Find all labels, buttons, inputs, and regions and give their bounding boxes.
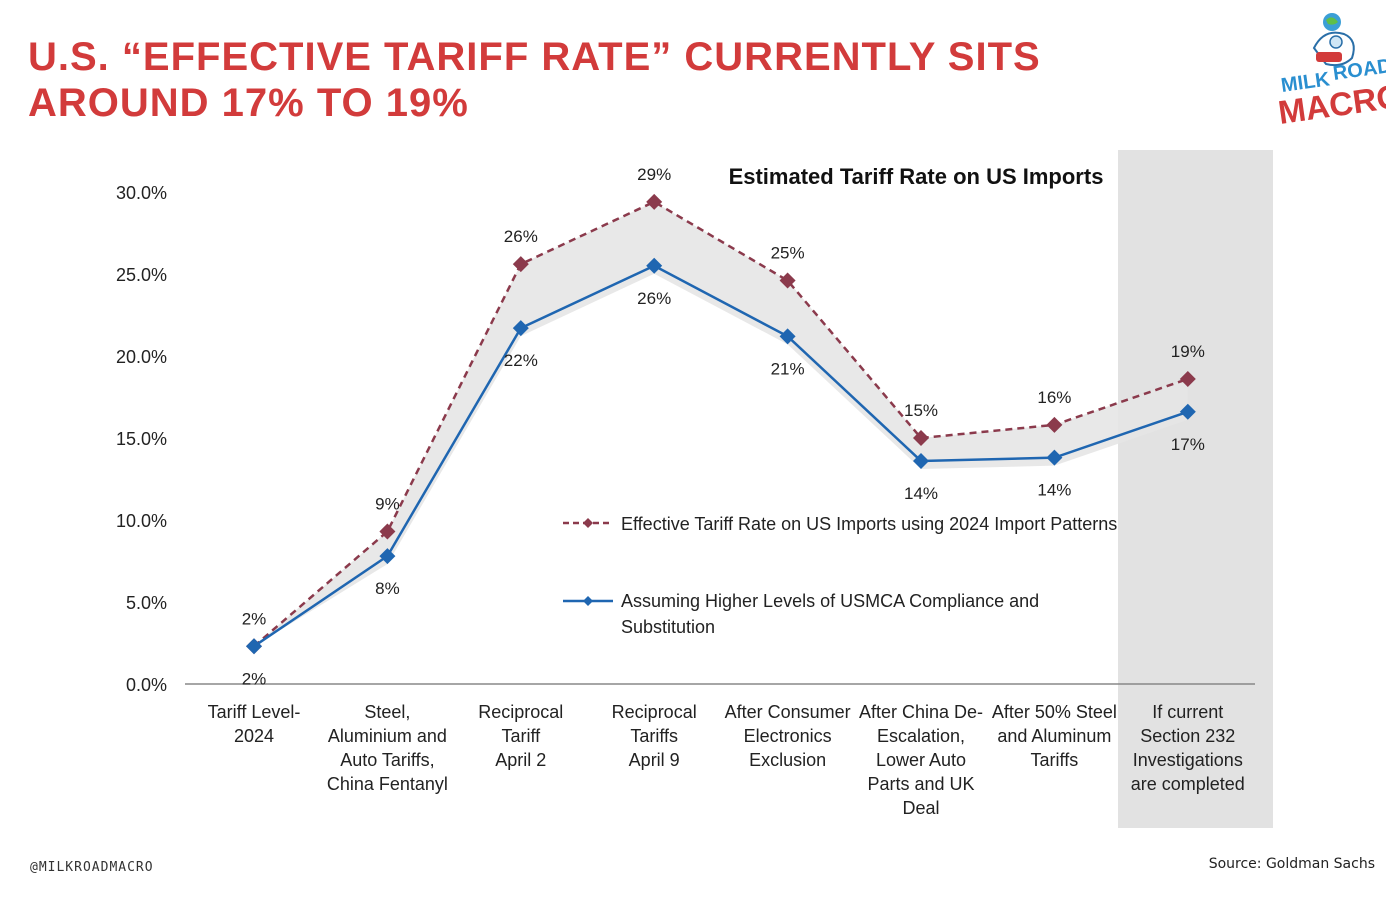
x-category-label: After China De-: [859, 702, 983, 722]
series-usmca-point: [379, 548, 396, 565]
logo-graphic: MILK ROAD MACRO: [1276, 13, 1400, 131]
x-category-label: After 50% Steel: [992, 702, 1117, 722]
series-effective-data-label: 9%: [375, 494, 400, 513]
series-usmca-data-label: 14%: [904, 484, 938, 503]
series-usmca-data-label: 2%: [242, 669, 267, 688]
x-category-label: Exclusion: [749, 750, 826, 770]
legend-usmca-swatch-marker: [583, 596, 593, 606]
x-category-label: Reciprocal: [478, 702, 563, 722]
series-effective-data-label: 16%: [1037, 388, 1071, 407]
series-effective-data-label: 19%: [1171, 342, 1205, 361]
x-category-label: Electronics: [744, 726, 832, 746]
source-note: Source: Goldman Sachs: [1208, 856, 1375, 872]
series-usmca-data-label: 8%: [375, 579, 400, 598]
social-handle: @MILKROADMACRO: [30, 860, 154, 875]
series-effective-point: [1046, 416, 1063, 433]
headline-line-2: AROUND 17% TO 19%: [28, 81, 469, 125]
x-category-label: April 9: [629, 750, 680, 770]
series-effective-point: [646, 193, 663, 210]
projection-shade: [1118, 150, 1273, 828]
x-category-label: Escalation,: [877, 726, 965, 746]
series-usmca-point: [779, 328, 796, 345]
series-effective-point: [512, 256, 529, 273]
x-category-label: Lower Auto: [876, 750, 966, 770]
series-effective-data-label: 25%: [771, 244, 805, 263]
series-effective-data-label: 29%: [637, 165, 671, 184]
series-usmca-data-label: 17%: [1171, 435, 1205, 454]
series-usmca-data-label: 14%: [1037, 481, 1071, 500]
legend-effective-swatch-marker: [583, 518, 593, 528]
series-effective-data-label: 2%: [242, 609, 267, 628]
chart-title: Estimated Tariff Rate on US Imports: [729, 164, 1104, 189]
x-category-label: Auto Tariffs,: [340, 750, 434, 770]
milk-road-macro-logo: MILK ROAD MACRO: [1276, 8, 1400, 132]
legend-usmca-label-line2: Substitution: [621, 617, 715, 637]
tariff-rate-chart: 0.0% 5.0% 10.0% 15.0% 20.0% 25.0% 30.0% Tariff …: [116, 150, 1273, 828]
x-category-label: Parts and UK: [867, 774, 974, 794]
x-category-label: are completed: [1131, 774, 1245, 794]
series-effective-point: [1179, 370, 1196, 387]
series-usmca-data-label: 26%: [637, 289, 671, 308]
page-headline: U.S. “EFFECTIVE TARIFF RATE” CURRENTLY S…: [28, 34, 1128, 126]
series-effective-point: [913, 430, 929, 446]
x-category-label: and Aluminum: [997, 726, 1111, 746]
y-tick-label: 10.0%: [116, 511, 167, 531]
x-category-label: Aluminium and: [328, 726, 447, 746]
range-band: [254, 201, 1188, 647]
y-tick-label: 5.0%: [126, 593, 167, 613]
series-usmca-data-label: 21%: [771, 359, 805, 378]
series-effective-point: [379, 523, 396, 540]
x-category-label: Investigations: [1133, 750, 1243, 770]
x-category-label: Section 232: [1140, 726, 1235, 746]
x-category-label: After Consumer: [725, 702, 851, 722]
y-tick-label: 20.0%: [116, 347, 167, 367]
x-category-label: Steel,: [364, 702, 410, 722]
x-category-label: Tariffs: [630, 726, 678, 746]
x-category-label: Tariff: [501, 726, 541, 746]
y-tick-label: 25.0%: [116, 265, 167, 285]
series-usmca-data-label: 22%: [504, 351, 538, 370]
x-category-label: 2024: [234, 726, 274, 746]
legend-usmca-label-line1: Assuming Higher Levels of USMCA Complian…: [621, 591, 1039, 611]
series-effective-line: [253, 200, 1189, 648]
series-usmca-point: [512, 320, 529, 337]
series-effective-data-label: 26%: [504, 227, 538, 246]
x-category-label: Reciprocal: [612, 702, 697, 722]
series-effective-data-label: 15%: [904, 401, 938, 420]
x-category-label: April 2: [495, 750, 546, 770]
series-usmca-point: [913, 452, 929, 469]
series-usmca-point: [246, 638, 262, 655]
series-usmca-point: [1046, 449, 1063, 466]
y-tick-label: 0.0%: [126, 675, 167, 695]
x-category-label: Deal: [902, 798, 939, 818]
x-category-label: Tariff Level-: [208, 702, 301, 722]
x-category-label: If current: [1152, 702, 1223, 722]
x-category-label: China Fentanyl: [327, 774, 448, 794]
legend-effective-label: Effective Tariff Rate on US Imports usin…: [621, 514, 1117, 534]
x-category-label: Tariffs: [1031, 750, 1079, 770]
y-tick-label: 30.0%: [116, 183, 167, 203]
series-usmca-point: [646, 257, 663, 274]
series-usmca-line: [253, 264, 1189, 648]
chart-container: 0.0% 5.0% 10.0% 15.0% 20.0% 25.0% 30.0% Tariff …: [0, 140, 1400, 840]
series-effective-point: [779, 272, 796, 289]
headline-line-1: U.S. “EFFECTIVE TARIFF RATE” CURRENTLY S…: [28, 35, 1041, 79]
series-usmca-point: [1179, 403, 1196, 420]
astronaut-globe-icon: [1312, 13, 1355, 67]
y-tick-label: 15.0%: [116, 429, 167, 449]
